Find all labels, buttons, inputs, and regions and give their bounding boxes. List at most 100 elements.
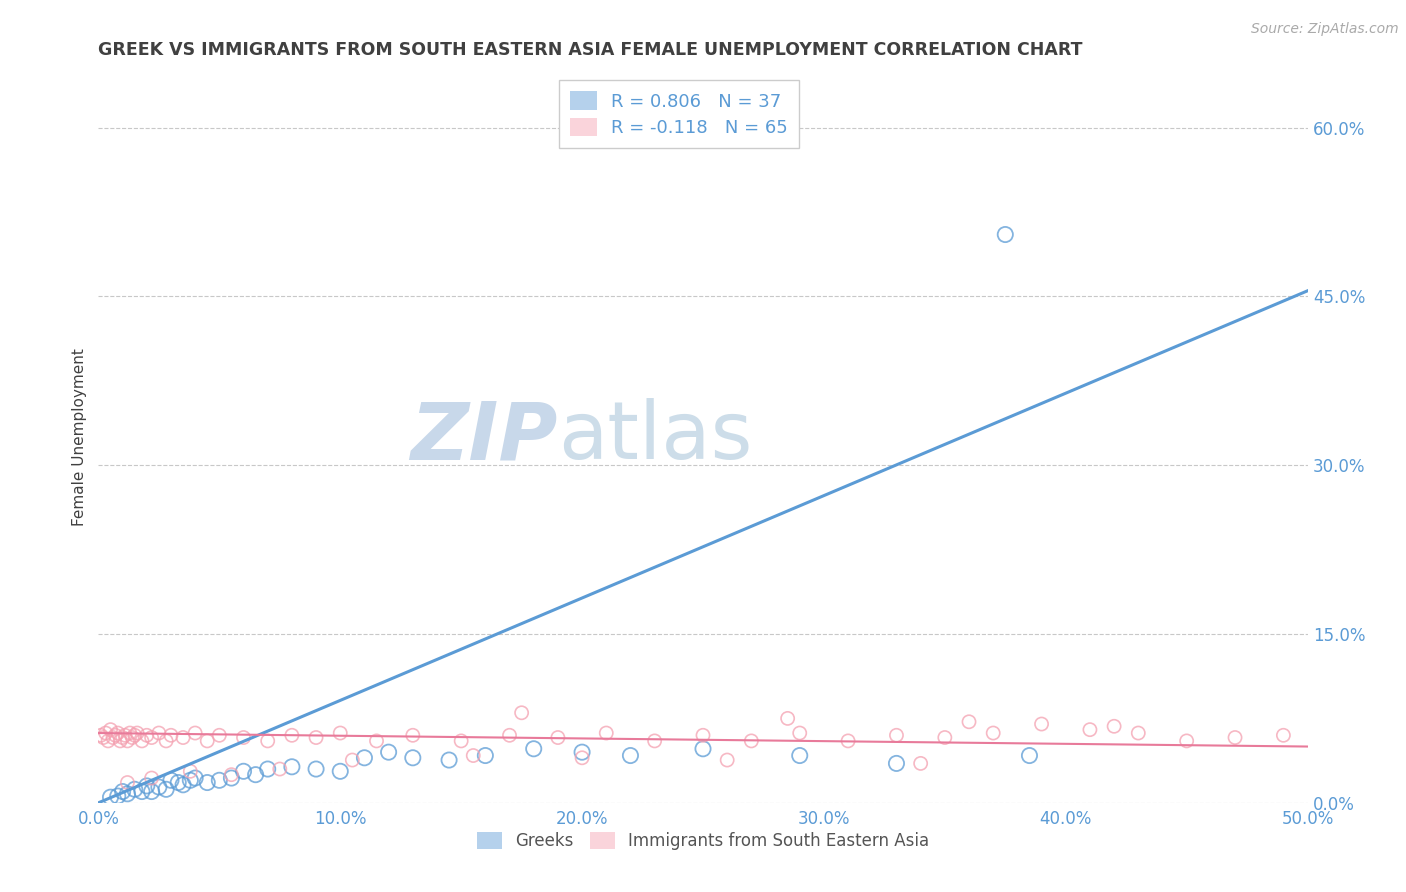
- Point: [208, 773, 231, 788]
- Point: [172, 778, 194, 792]
- Point: [148, 726, 170, 740]
- Point: [281, 760, 304, 774]
- Point: [437, 753, 460, 767]
- Point: [91, 731, 114, 745]
- Point: [107, 789, 129, 803]
- Point: [595, 726, 617, 740]
- Point: [692, 741, 714, 756]
- Text: GREEK VS IMMIGRANTS FROM SOUTH EASTERN ASIA FEMALE UNEMPLOYMENT CORRELATION CHAR: GREEK VS IMMIGRANTS FROM SOUTH EASTERN A…: [98, 41, 1083, 59]
- Point: [124, 782, 146, 797]
- Point: [474, 748, 496, 763]
- Point: [498, 728, 520, 742]
- Point: [256, 762, 278, 776]
- Point: [547, 731, 569, 745]
- Point: [789, 748, 811, 763]
- Legend: Greeks, Immigrants from South Eastern Asia: Greeks, Immigrants from South Eastern As…: [470, 825, 936, 856]
- Point: [131, 734, 153, 748]
- Point: [619, 748, 641, 763]
- Point: [221, 771, 243, 785]
- Point: [957, 714, 980, 729]
- Point: [934, 731, 956, 745]
- Point: [141, 731, 163, 745]
- Point: [155, 734, 177, 748]
- Point: [104, 728, 127, 742]
- Point: [117, 734, 139, 748]
- Text: ZIP: ZIP: [411, 398, 558, 476]
- Point: [716, 753, 738, 767]
- Point: [1175, 734, 1198, 748]
- Point: [571, 751, 593, 765]
- Point: [269, 762, 291, 776]
- Point: [1102, 719, 1125, 733]
- Point: [644, 734, 666, 748]
- Point: [1128, 726, 1150, 740]
- Point: [281, 728, 304, 742]
- Point: [329, 764, 352, 779]
- Point: [179, 764, 201, 779]
- Point: [232, 764, 254, 779]
- Point: [886, 756, 908, 771]
- Point: [131, 784, 153, 798]
- Point: [1223, 731, 1246, 745]
- Point: [111, 784, 134, 798]
- Point: [740, 734, 762, 748]
- Point: [117, 787, 139, 801]
- Point: [1078, 723, 1101, 737]
- Point: [776, 711, 799, 725]
- Point: [305, 762, 328, 776]
- Point: [155, 782, 177, 797]
- Point: [114, 728, 136, 742]
- Point: [256, 734, 278, 748]
- Point: [94, 726, 117, 740]
- Point: [510, 706, 533, 720]
- Point: [402, 751, 425, 765]
- Point: [117, 775, 139, 789]
- Point: [160, 773, 183, 788]
- Point: [184, 771, 207, 785]
- Point: [121, 731, 143, 745]
- Point: [463, 748, 485, 763]
- Point: [148, 780, 170, 794]
- Point: [523, 741, 546, 756]
- Point: [402, 728, 425, 742]
- Point: [377, 745, 399, 759]
- Point: [97, 734, 120, 748]
- Point: [221, 767, 243, 781]
- Point: [232, 731, 254, 745]
- Point: [195, 734, 218, 748]
- Point: [90, 728, 112, 742]
- Point: [107, 726, 129, 740]
- Point: [342, 753, 364, 767]
- Point: [195, 775, 218, 789]
- Point: [184, 726, 207, 740]
- Point: [1018, 748, 1040, 763]
- Point: [141, 771, 163, 785]
- Point: [692, 728, 714, 742]
- Point: [160, 728, 183, 742]
- Point: [179, 773, 201, 788]
- Point: [789, 726, 811, 740]
- Point: [108, 734, 131, 748]
- Point: [124, 728, 146, 742]
- Point: [118, 726, 141, 740]
- Y-axis label: Female Unemployment: Female Unemployment: [72, 348, 87, 526]
- Point: [450, 734, 472, 748]
- Point: [886, 728, 908, 742]
- Point: [981, 726, 1004, 740]
- Point: [245, 767, 267, 781]
- Point: [1272, 728, 1295, 742]
- Point: [329, 726, 352, 740]
- Point: [353, 751, 375, 765]
- Point: [910, 756, 932, 771]
- Point: [366, 734, 388, 748]
- Point: [101, 731, 124, 745]
- Point: [994, 227, 1017, 242]
- Point: [111, 731, 134, 745]
- Point: [208, 728, 231, 742]
- Point: [837, 734, 859, 748]
- Point: [100, 790, 122, 805]
- Point: [167, 775, 190, 789]
- Point: [100, 723, 122, 737]
- Point: [1031, 717, 1053, 731]
- Point: [305, 731, 328, 745]
